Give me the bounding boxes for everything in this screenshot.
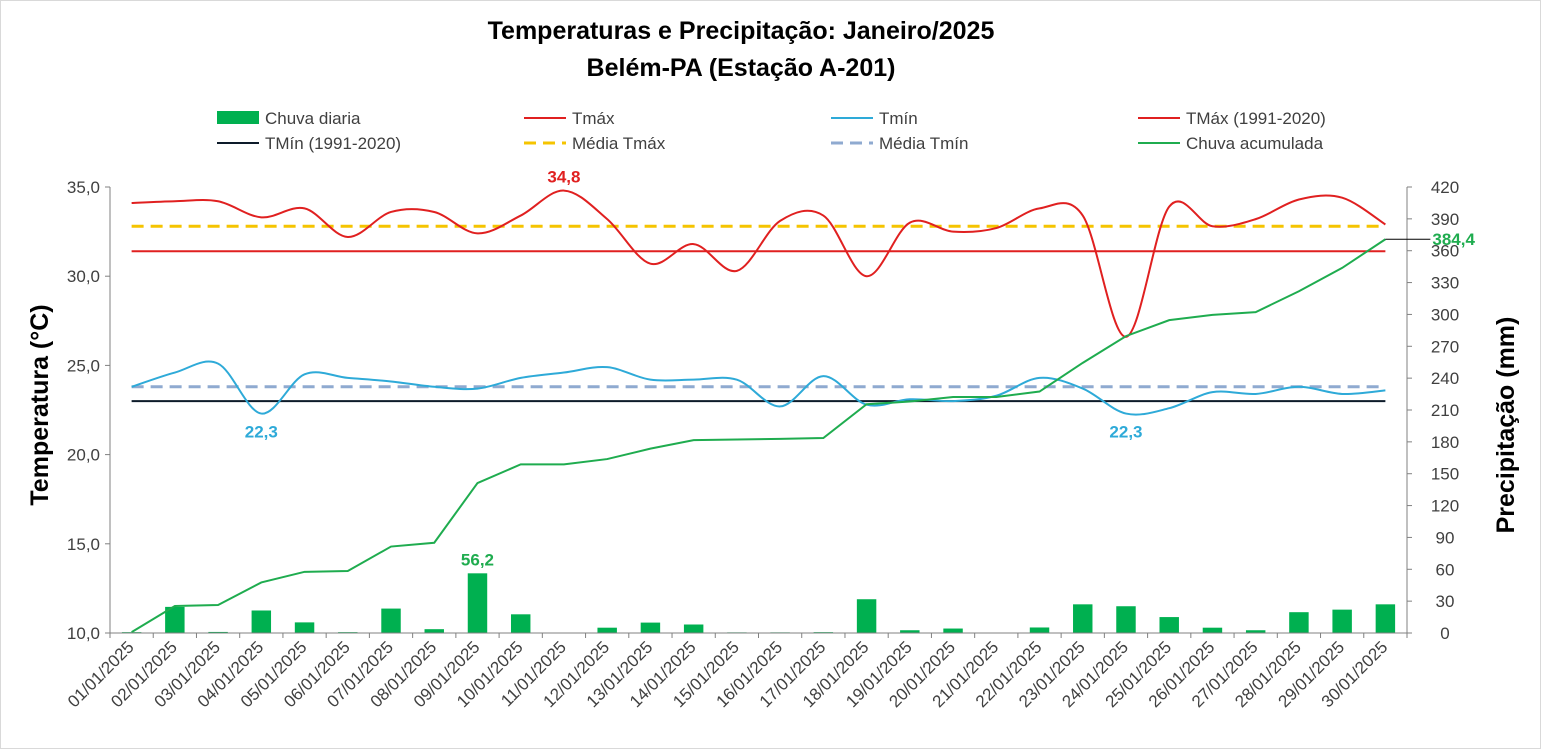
right-axis-title: Precipitação (mm) (1492, 317, 1520, 534)
right-tick-label: 180 (1431, 433, 1459, 452)
bar-chuva-diaria-4 (251, 610, 272, 633)
legend-label-tmin-1991-2020: TMín (1991-2020) (265, 134, 401, 153)
left-tick-label: 10,0 (67, 624, 100, 643)
data-label-tmin: 22,3 (1109, 423, 1142, 442)
reference-lines (131, 224, 1386, 403)
bar-chuva-diaria-28 (1289, 612, 1309, 633)
bar-chuva-diaria-26 (1202, 627, 1223, 633)
legend-label-media-tmin: Média Tmín (879, 134, 968, 153)
right-tick-label: 120 (1431, 497, 1459, 516)
left-tick-label: 15,0 (67, 535, 100, 554)
left-tick-label: 35,0 (67, 178, 100, 197)
legend-label-tmax: Tmáx (572, 109, 615, 128)
legend-label-tmax-1991-2020: TMáx (1991-2020) (1186, 109, 1326, 128)
chart-title-line1: Temperaturas e Precipitação: Janeiro/202… (488, 17, 995, 45)
right-tick-label: 360 (1431, 242, 1459, 261)
right-tick-label: 90 (1436, 528, 1455, 547)
bar-chuva-diaria-29 (1332, 609, 1352, 633)
right-tick-label: 60 (1436, 560, 1455, 579)
right-tick-label: 420 (1431, 178, 1459, 197)
left-axis-title: Temperatura (°C) (26, 304, 54, 505)
legend-label-chuva-diaria: Chuva diaria (265, 109, 361, 128)
bar-chuva-diaria-8 (424, 629, 444, 633)
bar-chuva-diaria-24 (1116, 606, 1136, 633)
bar-chuva-diaria-18 (856, 599, 877, 633)
line-tmax (131, 189, 1386, 338)
data-labels: 34,8 22,3 22,3 56,2 384,4 (245, 168, 1476, 570)
bar-chuva-diaria-12 (597, 627, 617, 633)
data-label-chuva-acumulada: 384,4 (1432, 230, 1475, 249)
bar-chuva-diaria-25 (1159, 617, 1179, 633)
legend-swatch-chuva-diaria (217, 111, 259, 124)
right-tick-label: 300 (1431, 305, 1459, 324)
right-tick-label: 150 (1431, 465, 1459, 484)
bar-chuva-diaria-10 (510, 614, 531, 633)
bar-chuva-diaria-5 (294, 622, 315, 633)
right-tick-label: 0 (1440, 624, 1449, 643)
bar-chuva-diaria-20 (943, 628, 963, 633)
right-tick-label: 330 (1431, 274, 1459, 293)
bar-chuva-diaria-13 (640, 622, 661, 633)
x-axis-ticks: 01/01/202502/01/202503/01/202504/01/2025… (64, 633, 1408, 711)
data-label-tmin: 22,3 (245, 423, 278, 442)
right-tick-label: 30 (1436, 592, 1455, 611)
left-tick-label: 20,0 (67, 446, 100, 465)
right-tick-label: 390 (1431, 210, 1459, 229)
bar-chuva-diaria-14 (683, 624, 704, 633)
right-tick-label: 270 (1431, 337, 1459, 356)
line-tmin (131, 360, 1386, 416)
right-axis-ticks: 0 30 60 90 120 150 180 210 240 270 300 330 360 390 420 (1407, 178, 1459, 643)
left-tick-label: 25,0 (67, 356, 100, 375)
bar-chuva-diaria-27 (1245, 630, 1266, 633)
right-tick-label: 210 (1431, 401, 1459, 420)
bar-chuva-diaria-22 (1029, 627, 1050, 633)
bar-chuva-diaria-7 (381, 608, 401, 633)
data-label-tmax: 34,8 (547, 168, 580, 187)
bar-chuva-diaria-2 (165, 606, 185, 633)
bar-chuva-diaria-3 (208, 631, 228, 633)
right-tick-label: 240 (1431, 369, 1459, 388)
legend-label-media-tmax: Média Tmáx (572, 134, 666, 153)
line-chuva-acumulada (131, 238, 1386, 634)
legend-label-chuva-acumulada: Chuva acumulada (1186, 134, 1324, 153)
axes (109, 187, 1408, 634)
left-tick-label: 30,0 (67, 267, 100, 286)
left-axis-ticks: 10,0 15,0 20,0 25,0 30,0 35,0 (67, 178, 110, 643)
bar-chuva-diaria-9 (467, 573, 488, 633)
bar-chuva-diaria-19 (900, 630, 920, 633)
legend-label-tmin: Tmín (879, 109, 918, 128)
legend: Chuva diaria Tmáx Tmín TMáx (1991-2020) TMín… (217, 109, 1326, 153)
bar-chuva-diaria-23 (1073, 604, 1093, 633)
data-label-chuva-diaria: 56,2 (461, 550, 494, 569)
chart-title-line2: Belém-PA (Estação A-201) (587, 54, 896, 82)
bar-chuva-diaria-30 (1375, 604, 1396, 633)
bar-series-chuva-diaria (121, 573, 1396, 633)
line-series (131, 189, 1386, 634)
